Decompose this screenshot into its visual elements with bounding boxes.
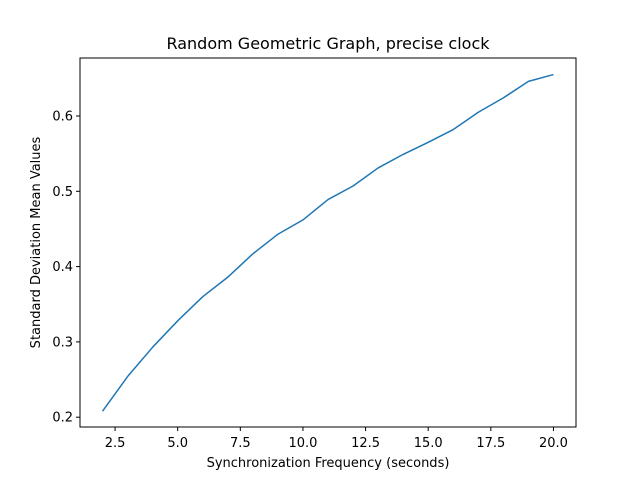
x-tick-label: 15.0 <box>414 436 443 451</box>
y-tick-label: 0.6 <box>52 109 73 124</box>
plot-area-frame <box>79 57 577 428</box>
y-axis-ticks: 0.2 0.3 0.4 0.5 0.6 <box>52 109 80 426</box>
x-tick-label: 12.5 <box>351 436 380 451</box>
x-axis-label: Synchronization Frequency (seconds) <box>207 456 450 471</box>
y-tick-label: 0.5 <box>52 185 73 200</box>
chart-title: Random Geometric Graph, precise clock <box>166 34 490 53</box>
x-tick-label: 17.5 <box>476 436 505 451</box>
x-axis-ticks: 2.5 5.0 7.5 10.0 12.5 15.0 17.5 20.0 <box>105 427 568 451</box>
y-tick-label: 0.4 <box>52 260 73 275</box>
y-tick-label: 0.2 <box>52 411 73 426</box>
series-group <box>101 73 554 412</box>
x-tick-label: 20.0 <box>539 436 568 451</box>
x-tick-label: 7.5 <box>230 436 251 451</box>
y-axis-label: Standard Deviation Mean Values <box>29 136 44 348</box>
x-tick-label: 10.0 <box>288 436 317 451</box>
x-tick-label: 2.5 <box>105 436 126 451</box>
y-tick-label: 0.3 <box>52 335 73 350</box>
series-line <box>101 73 554 412</box>
x-tick-label: 5.0 <box>167 436 188 451</box>
